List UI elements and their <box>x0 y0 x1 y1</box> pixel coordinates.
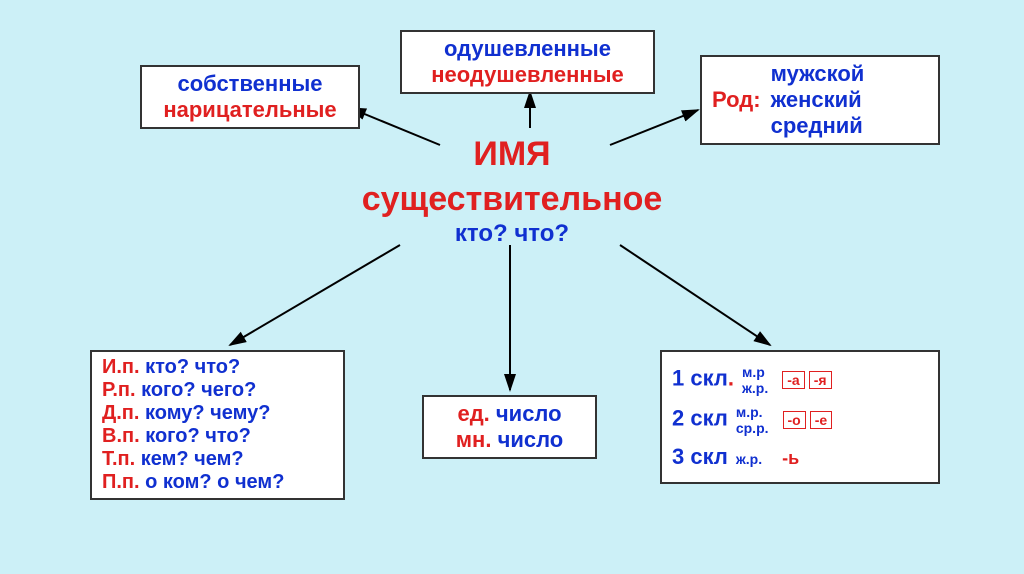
declension-row: 3 скл ж.р. -ь <box>672 444 928 470</box>
case-abbr: Р.п. <box>102 379 141 401</box>
case-row: Т.п. кем? чем? <box>102 448 333 471</box>
declension-genders: м.р.ср.р. <box>736 404 769 436</box>
case-row: И.п. кто? что? <box>102 356 333 379</box>
declension-ending: -а <box>782 371 804 389</box>
box-number: ед. числомн. число <box>422 395 597 459</box>
declension-ending: -ь <box>782 448 799 468</box>
animate-line: неодушевленные <box>412 62 643 88</box>
declension-genders: ж.р. <box>736 451 762 467</box>
case-abbr: Д.п. <box>102 402 145 424</box>
case-question: кем? чем? <box>141 448 244 470</box>
number-rest: число <box>498 427 564 452</box>
declension-ending: -о <box>783 411 806 429</box>
gender-value: мужской <box>771 61 865 87</box>
animate-line: одушевленные <box>412 36 643 62</box>
declension-ending: -е <box>810 411 832 429</box>
box-declensions: 1 скл.м.рж.р.-а-я2 склм.р.ср.р.-о-е3 скл… <box>660 350 940 484</box>
arrow <box>620 245 770 345</box>
box-animate-inanimate: одушевленныенеодушевленные <box>400 30 655 94</box>
declension-label: 3 скл <box>672 444 728 469</box>
number-line: ед. число <box>434 401 585 427</box>
case-question: кто? что? <box>145 356 240 378</box>
gender-label: Род: <box>712 87 761 113</box>
case-abbr: И.п. <box>102 356 145 378</box>
case-abbr: В.п. <box>102 425 145 447</box>
number-prefix: ед. <box>457 401 495 426</box>
number-prefix: мн. <box>456 427 498 452</box>
declension-ending: -я <box>809 371 832 389</box>
declension-label: 2 скл <box>672 405 728 430</box>
case-abbr: П.п. <box>102 471 145 493</box>
box-proper-common: собственныенарицательные <box>140 65 360 129</box>
case-abbr: Т.п. <box>102 448 141 470</box>
case-row: Д.п. кому? чему? <box>102 402 333 425</box>
number-rest: число <box>496 401 562 426</box>
case-row: П.п. о ком? о чем? <box>102 471 333 494</box>
arrow <box>230 245 400 345</box>
proper-common-line: нарицательные <box>152 97 348 123</box>
title-line2: существительное <box>0 180 1024 219</box>
case-question: кого? чего? <box>141 379 256 401</box>
case-question: кого? что? <box>145 425 251 447</box>
case-row: В.п. кого? что? <box>102 425 333 448</box>
case-row: Р.п. кого? чего? <box>102 379 333 402</box>
box-gender: Род: мужскойженскийсредний <box>700 55 940 145</box>
proper-common-line: собственные <box>152 71 348 97</box>
declension-row: 2 скл м.р.ср.р. -о-е <box>672 404 928 436</box>
number-line: мн. число <box>434 427 585 453</box>
case-question: кому? чему? <box>145 402 270 424</box>
case-question: о ком? о чем? <box>145 471 284 493</box>
gender-value: женский <box>771 87 865 113</box>
box-cases: И.п. кто? что?Р.п. кого? чего?Д.п. кому?… <box>90 350 345 500</box>
title-questions: кто? что? <box>0 220 1024 248</box>
gender-value: средний <box>771 113 865 139</box>
declension-genders: м.рж.р. <box>742 364 768 396</box>
declension-label: 1 скл <box>672 365 728 390</box>
declension-row: 1 скл.м.рж.р.-а-я <box>672 364 928 396</box>
